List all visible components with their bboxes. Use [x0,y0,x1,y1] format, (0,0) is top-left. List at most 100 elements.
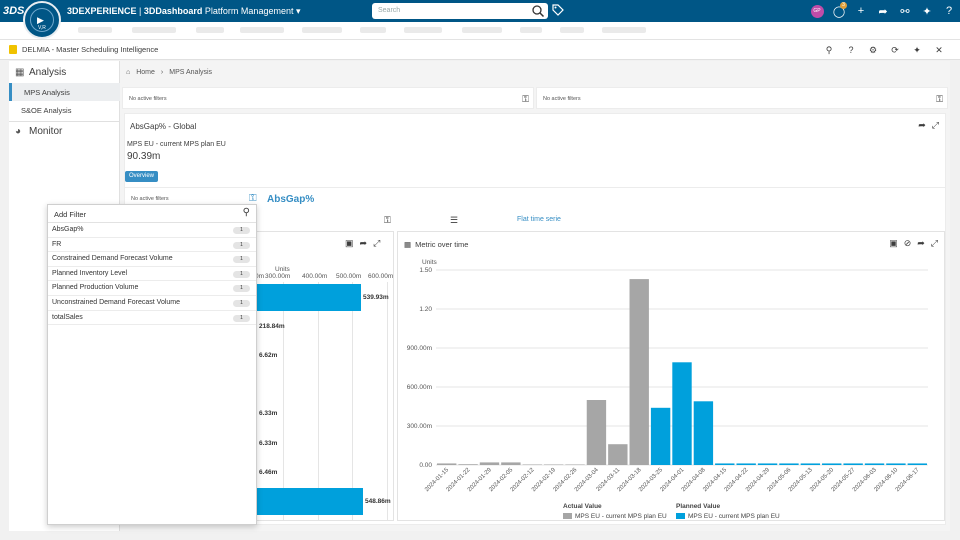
filter-option[interactable]: Planned Production Volume 1 [48,281,256,296]
3ds-logo[interactable]: 3DS [3,5,25,17]
sidebar-group-monitor[interactable]: ◕ Monitor [9,121,120,141]
bar-mark[interactable] [253,488,363,515]
sidebar-group-analysis[interactable]: ▦ Analysis [9,62,120,82]
tab-placeholder[interactable] [360,27,386,33]
kpi-subtitle: MPS EU - current MPS plan EU [127,141,226,148]
expand-icon[interactable]: ⤢ [930,238,938,248]
sidebar-group-label: Analysis [29,66,67,78]
tab-placeholder[interactable] [602,27,646,33]
home-icon[interactable]: ⌂ [126,69,131,76]
refresh-icon[interactable]: ⟳ [891,44,899,55]
chevron-down-icon[interactable]: ▾ [295,6,301,16]
help-button[interactable]: ? [938,0,960,22]
bar-mark[interactable] [715,463,735,465]
profile-button[interactable]: GP [806,0,828,22]
help-icon[interactable]: ? [848,45,854,55]
bar-mark[interactable] [843,463,863,465]
filter-icon[interactable]: ⚿ [522,94,529,104]
notifications-button[interactable]: ◯ 3 [828,0,850,22]
compass-button[interactable]: ▶ V,R [23,1,61,39]
bar-mark[interactable] [757,463,778,465]
tab-placeholder[interactable] [560,27,584,33]
search-field[interactable]: Search [372,3,548,19]
gear-icon[interactable]: ⚙ [868,44,878,55]
filter-option[interactable]: Planned Inventory Level 1 [48,267,256,282]
share-icon[interactable]: ➦ [359,238,368,248]
tab-placeholder[interactable] [520,27,542,33]
bar-mark[interactable] [736,463,756,465]
bar-mark[interactable] [501,462,521,465]
grid-line [318,282,319,520]
bar-mark[interactable] [779,463,799,465]
bar-mark[interactable] [543,464,564,465]
sidebar-item-mps-analysis[interactable]: MPS Analysis [9,83,120,101]
bar-mark[interactable] [629,279,649,465]
x-tick-label: 2024-06-17 [895,467,921,493]
filter-option[interactable]: FR 1 [48,238,256,253]
bar-mark[interactable] [800,463,821,465]
close-icon[interactable]: ✕ [935,44,943,55]
notification-badge: 3 [840,2,847,9]
share-icon[interactable]: ➦ [917,238,925,248]
tab-placeholder[interactable] [132,27,176,33]
legend-item[interactable]: MPS EU - current MPS plan EU [563,513,667,520]
filter-option[interactable]: Constrained Demand Forecast Volume 1 [48,252,256,267]
filter-option[interactable]: totalSales 1 [48,311,256,326]
filter-option[interactable]: Unconstrained Demand Forecast Volume 1 [48,296,256,311]
tab-placeholder[interactable] [462,27,502,33]
bar-mark[interactable] [693,401,714,465]
bar-mark[interactable] [565,464,585,465]
bar-mark[interactable] [886,463,906,465]
expand-icon[interactable]: ⤢ [373,238,381,248]
tab-placeholder[interactable] [78,27,112,33]
bar-mark[interactable] [650,407,671,465]
tab-placeholder[interactable] [240,27,284,33]
search-icon[interactable] [531,4,545,18]
breadcrumb-current: MPS Analysis [169,69,213,76]
expand-icon[interactable]: ⤢ [931,120,939,130]
overview-button[interactable]: Overview [125,171,159,182]
bar-mark[interactable] [522,464,542,465]
bar-mark[interactable] [864,463,885,465]
filter-icon[interactable]: ⚿ [384,215,391,225]
axis-units: Units [275,266,290,273]
focus-icon[interactable]: ▣ [345,238,354,248]
focus-icon[interactable]: ▣ [889,238,898,248]
tag-icon[interactable] [552,4,564,16]
tab-placeholder[interactable] [196,27,224,33]
filter-icon[interactable]: ⚿ [249,193,257,204]
search-input[interactable]: Search [378,7,401,14]
bar-mark[interactable] [907,463,927,465]
search-icon[interactable]: ⚲ [825,44,833,55]
pin-icon[interactable]: ✦ [913,44,921,55]
tab-placeholder[interactable] [302,27,342,33]
sidebar-item-soe-analysis[interactable]: S&OE Analysis [9,101,120,119]
platform-brand[interactable]: 3DEXPERIENCE | 3DDashboard Platform Mana… [67,6,301,17]
share-icon[interactable]: ➦ [918,120,926,130]
bar-mark[interactable] [479,462,500,465]
filter-icon[interactable]: ⚿ [936,94,943,104]
help-icon: ? [945,5,953,17]
bar-mark[interactable] [458,464,478,465]
hide-icon[interactable]: ⊘ [903,238,912,248]
flat-time-serie-link[interactable]: Flat time serie [517,216,561,223]
legend-item[interactable]: MPS EU - current MPS plan EU [676,513,780,520]
search-icon[interactable]: ⚲ [242,207,250,218]
add-button[interactable]: + [850,0,872,22]
bar-mark[interactable] [437,463,457,465]
add-filter-input[interactable]: Add Filter [54,210,87,219]
bar-mark[interactable] [822,463,842,465]
network-button[interactable]: ⚯ [894,0,916,22]
bar-mark[interactable] [608,444,628,465]
grid-line [283,282,284,520]
breadcrumb-home[interactable]: Home [136,69,155,76]
tools-button[interactable]: ✦ [916,0,938,22]
tab-placeholder[interactable] [404,27,442,33]
bar-mark[interactable] [672,362,692,465]
share-button[interactable]: ➦ [872,0,894,22]
bar-mark[interactable] [253,284,361,311]
section-title: AbsGap% [267,194,315,205]
bar-mark[interactable] [586,400,607,465]
menu-icon[interactable]: ☰ [450,215,459,225]
filter-option[interactable]: AbsGap% 1 [48,223,256,238]
